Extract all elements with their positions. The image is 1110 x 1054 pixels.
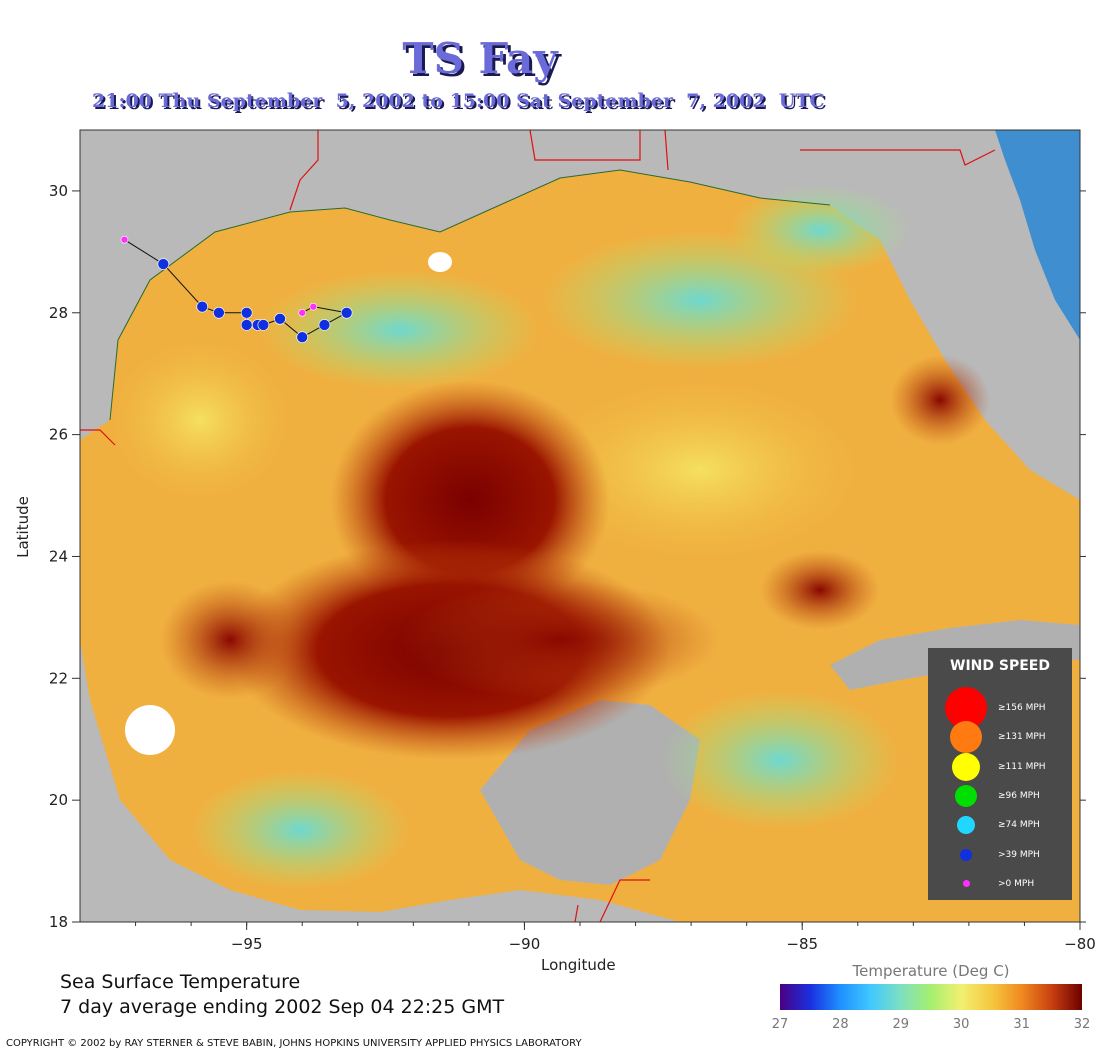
legend-label: ≥156 MPH <box>998 703 1046 713</box>
track-point <box>318 319 331 331</box>
y-tick-label: 20 <box>49 791 68 809</box>
sst-caption-line1: Sea Surface Temperature <box>60 971 301 993</box>
legend-label: ≥111 MPH <box>998 761 1046 772</box>
colorbar-tick-label: 27 <box>771 1017 789 1032</box>
track-point <box>309 302 318 311</box>
warm-eddy <box>160 580 300 700</box>
track-point <box>240 319 253 331</box>
copyright-notice: COPYRIGHT © 2002 by RAY STERNER & STEVE … <box>6 1038 582 1049</box>
storm-track <box>120 235 353 343</box>
x-tick-label: −95 <box>231 935 263 953</box>
y-tick-label: 18 <box>49 913 68 931</box>
legend-swatch <box>957 816 975 835</box>
legend-item: ≥131 MPH <box>928 721 1072 754</box>
y-tick-label: 30 <box>49 182 68 200</box>
track-point <box>196 300 209 313</box>
legend-item: >0 MPH <box>928 870 1072 899</box>
track-point <box>296 331 309 343</box>
legend-swatch <box>960 848 972 861</box>
y-tick-label: 24 <box>49 547 68 565</box>
wind-speed-legend: WIND SPEED ≥156 MPH ≥131 MPH ≥111 MPH ≥96 M… <box>928 648 1072 900</box>
y-axis-title: Latitude <box>13 496 32 558</box>
legend-swatch <box>950 721 982 754</box>
legend-label: >39 MPH <box>998 849 1040 860</box>
legend-label: ≥131 MPH <box>998 732 1046 743</box>
colorbar-tick-label: 28 <box>832 1017 849 1032</box>
cloud-mask <box>125 705 175 755</box>
x-axis-title: Longitude <box>541 956 616 974</box>
colorbar-title: Temperature (Deg C) <box>852 962 1010 980</box>
temperature-colorbar <box>780 984 1082 1010</box>
track-point <box>257 319 270 331</box>
colorbar-tick-label: 29 <box>892 1017 910 1032</box>
x-tick-label: −90 <box>509 935 541 953</box>
sst-warm-patch <box>110 340 290 500</box>
legend-label: >0 MPH <box>998 878 1035 889</box>
sst-cool-patch <box>660 690 900 830</box>
track-point <box>274 313 286 325</box>
legend-item: ≥96 MPH <box>928 782 1072 811</box>
cloud-mask <box>428 252 452 272</box>
colorbar-tick-label: 32 <box>1073 1017 1091 1032</box>
sst-caption: Sea Surface Temperature 7 day average en… <box>60 970 504 1020</box>
track-point <box>240 306 253 319</box>
legend-item: ≥156 MPH <box>928 687 1072 729</box>
y-tick-label: 26 <box>49 426 68 444</box>
axis-ticks: −95 −90 −85 −80 30 28 26 24 22 20 18 <box>49 182 1096 953</box>
warm-eddy <box>760 550 880 630</box>
colorbar-tick-label: 30 <box>952 1017 970 1032</box>
atlantic-ocean <box>995 130 1080 340</box>
track-point <box>213 306 225 319</box>
legend-item: >39 MPH <box>928 841 1072 870</box>
warm-eddy <box>400 580 720 700</box>
track-point <box>120 235 129 244</box>
x-tick-label: −85 <box>786 935 818 953</box>
legend-label: ≥74 MPH <box>998 820 1040 831</box>
track-point <box>298 308 307 317</box>
state-borders <box>80 130 996 922</box>
sst-warm-patch <box>540 380 860 560</box>
legend-swatch <box>962 880 970 888</box>
sst-caption-line2: 7 day average ending 2002 Sep 04 22:25 G… <box>60 996 505 1018</box>
y-tick-label: 28 <box>49 304 68 322</box>
colorbar-tick-label: 31 <box>1013 1017 1030 1032</box>
legend-title: WIND SPEED <box>950 658 1050 674</box>
date-range-subtitle: 21:00 Thu September 5, 2002 to 15:00 Sat… <box>92 90 825 112</box>
sst-cool-patch <box>260 270 540 390</box>
sst-cool-patch <box>190 770 410 890</box>
legend-item: ≥111 MPH <box>928 752 1072 782</box>
legend-label: ≥96 MPH <box>998 790 1040 801</box>
warm-eddy <box>890 355 990 445</box>
sst-cool-patch <box>730 185 910 275</box>
coastline <box>109 169 831 421</box>
y-tick-label: 22 <box>49 669 68 687</box>
legend-item: ≥74 MPH <box>928 811 1072 840</box>
track-point <box>157 258 170 270</box>
legend-swatch <box>952 752 980 781</box>
x-tick-label: −80 <box>1064 935 1096 953</box>
legend-swatch <box>955 784 977 807</box>
map-title: TS Fay <box>402 34 558 83</box>
track-point <box>340 306 353 319</box>
